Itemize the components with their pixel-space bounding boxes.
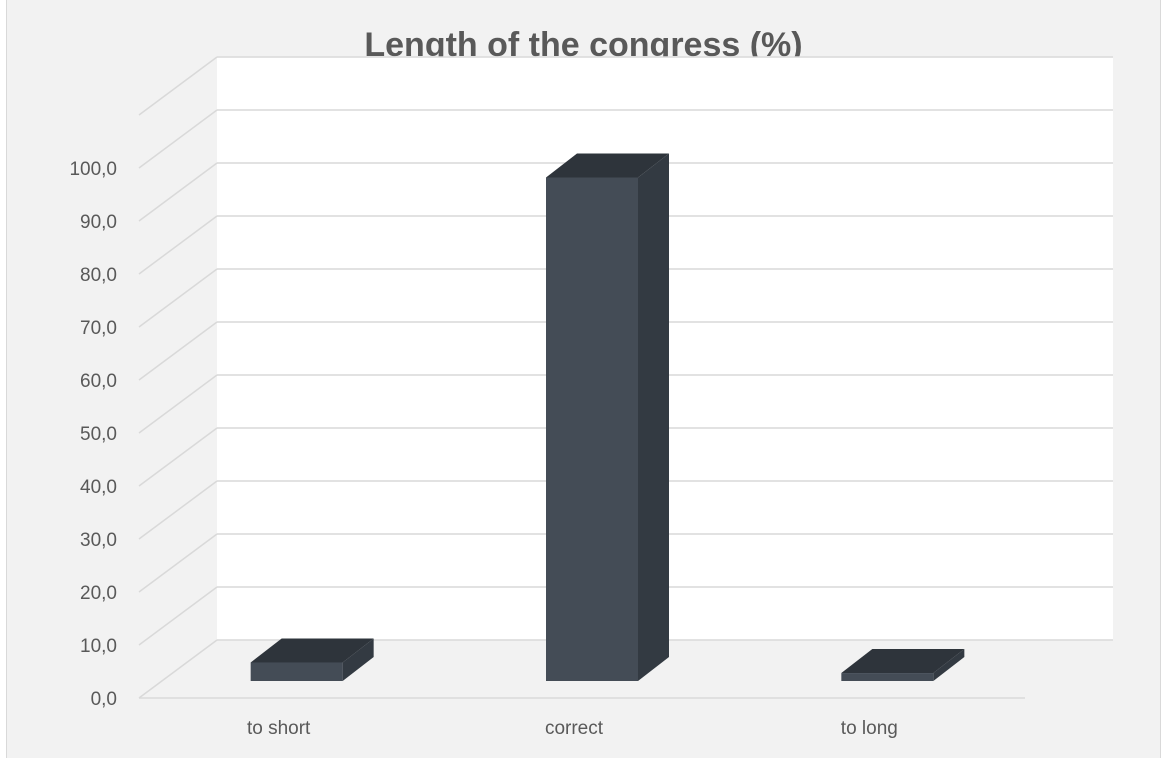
- bar-side: [342, 638, 374, 681]
- y-tick-label: 100,0: [69, 159, 117, 180]
- x-category-label: to long: [841, 718, 898, 739]
- bar: [250, 662, 343, 681]
- side-gridline: [138, 639, 218, 699]
- y-tick-label: 10,0: [80, 636, 117, 657]
- side-gridline: [138, 533, 218, 593]
- side-gridline: [138, 427, 218, 487]
- x-category-label: to short: [247, 718, 311, 739]
- y-tick-label: 60,0: [80, 371, 117, 392]
- x-category-label: correct: [545, 718, 604, 739]
- y-tick-label: 50,0: [80, 424, 117, 445]
- y-tick-label: 70,0: [80, 318, 117, 339]
- y-tick-label: 0,0: [91, 689, 117, 710]
- side-gridline: [138, 268, 218, 328]
- chart-plot: 0,0 10,0 20,0 30,0 40,0 50,0 60,0 70,0 80,0 90,0 1…: [69, 56, 1113, 739]
- y-tick-label: 30,0: [80, 530, 117, 551]
- bar-top: [546, 153, 669, 178]
- y-tick-label: 40,0: [80, 477, 117, 498]
- side-gridline: [138, 374, 218, 434]
- y-tick-label: 20,0: [80, 583, 117, 604]
- side-gridline: [138, 215, 218, 275]
- chart-frame: Length of the congress (%) 0,0 10,0 20,0 30…: [6, 0, 1161, 758]
- bar: [546, 177, 638, 681]
- y-tick-label: 90,0: [80, 212, 117, 233]
- bar-top: [250, 638, 374, 663]
- side-gridline: [138, 321, 218, 381]
- side-gridline: [138, 586, 218, 646]
- side-gridline: [138, 56, 218, 116]
- side-gridline: [138, 162, 218, 222]
- side-gridline: [138, 109, 218, 169]
- bar-side: [638, 153, 669, 681]
- bar-side: [933, 649, 965, 681]
- side-gridline: [138, 480, 218, 540]
- bar-top: [841, 649, 965, 674]
- bar: [841, 673, 934, 681]
- y-tick-label: 80,0: [80, 265, 117, 286]
